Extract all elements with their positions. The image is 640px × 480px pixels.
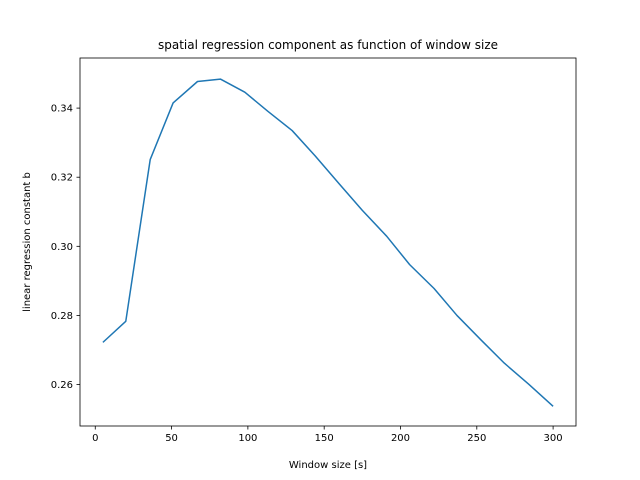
y-axis-ticks: 0.26 0.28 0.30 0.32 0.34 (51, 104, 80, 391)
x-axis-label: Window size [s] (289, 460, 367, 471)
y-tick-label: 0.32 (51, 173, 73, 184)
y-tick-label: 0.34 (51, 104, 73, 115)
y-tick-label: 0.28 (51, 311, 73, 322)
x-tick-label: 100 (238, 433, 257, 444)
x-tick-label: 150 (315, 433, 334, 444)
x-tick-label: 0 (92, 433, 98, 444)
x-tick-label: 200 (391, 433, 410, 444)
axes-frame (79, 57, 577, 427)
y-axis-label: linear regression constant b (22, 172, 33, 312)
x-tick-label: 250 (467, 433, 486, 444)
x-axis-ticks: 0 50 100 150 200 250 300 (92, 426, 563, 444)
chart-title: spatial regression component as function… (158, 38, 498, 52)
x-tick-label: 300 (544, 433, 563, 444)
y-tick-label: 0.30 (51, 242, 73, 253)
series-line (102, 78, 554, 407)
y-tick-label: 0.26 (51, 380, 73, 391)
x-tick-label: 50 (165, 433, 178, 444)
